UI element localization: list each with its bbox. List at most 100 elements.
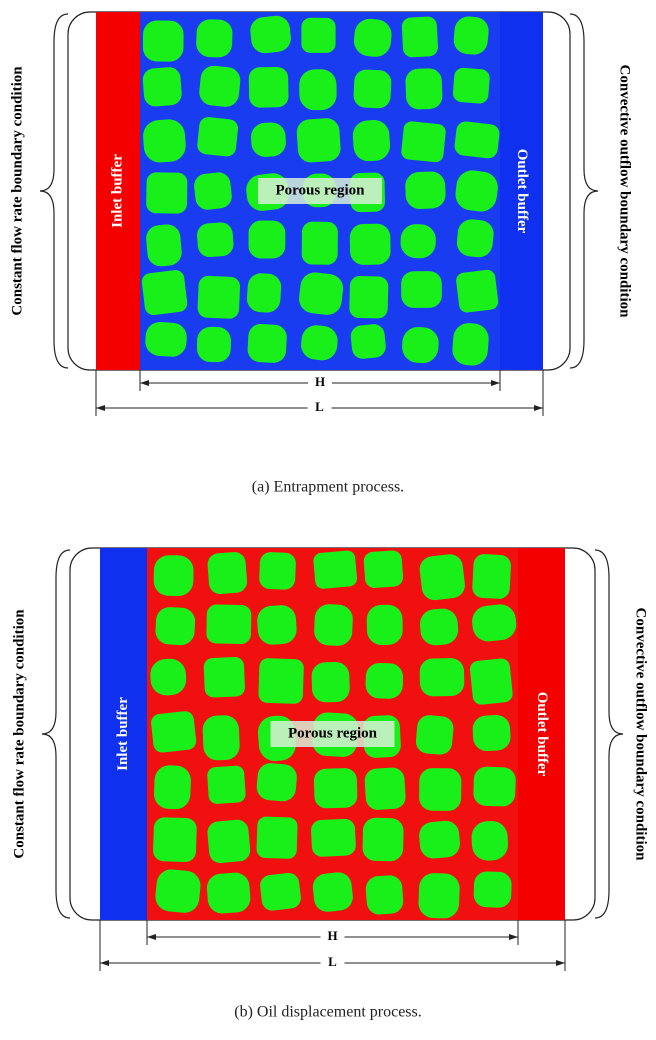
grain <box>155 606 196 646</box>
grain <box>418 873 460 919</box>
right-brace <box>595 550 623 918</box>
grain <box>247 323 287 363</box>
grain <box>473 766 516 807</box>
inlet-label: Inlet buffer <box>115 697 131 771</box>
grain <box>366 604 403 645</box>
grain <box>452 67 490 104</box>
grain <box>203 657 245 698</box>
grain <box>299 69 337 110</box>
grain <box>314 768 358 809</box>
h-dimension-arrow-right <box>509 934 518 940</box>
inlet-label: Inlet buffer <box>109 154 125 228</box>
grain <box>350 224 391 265</box>
grain <box>296 117 341 163</box>
grain <box>197 276 240 320</box>
grain <box>301 18 335 53</box>
grain <box>352 119 391 162</box>
l-dimension-label: L <box>315 399 324 414</box>
caption: (b) Oil displacement process. <box>234 1004 422 1021</box>
grain <box>364 767 406 811</box>
grain <box>311 871 354 913</box>
grain <box>353 69 392 109</box>
figure: Porous region Inlet buffer Outlet buffer Co… <box>0 0 656 1040</box>
grain <box>362 818 403 862</box>
left-brace <box>40 14 68 368</box>
grain <box>141 269 188 316</box>
l-dimension-arrow-right <box>556 960 565 966</box>
grain <box>350 323 387 360</box>
grain <box>142 66 183 107</box>
grain <box>420 658 465 697</box>
grain <box>202 715 240 761</box>
grain <box>150 710 197 753</box>
grain <box>401 271 442 308</box>
grain <box>405 68 443 110</box>
grain <box>401 121 447 163</box>
grain <box>250 122 286 158</box>
grain <box>149 658 187 696</box>
grain <box>256 762 298 802</box>
right-label: Convective outflow boundary condition <box>617 65 633 319</box>
grain <box>311 818 357 857</box>
grain <box>456 218 495 258</box>
right-label: Convective outflow boundary condition <box>633 608 649 862</box>
porous-label: Porous region <box>275 182 365 198</box>
grain <box>259 552 297 590</box>
grain <box>146 172 187 214</box>
h-dimension-label: H <box>315 374 325 389</box>
grain <box>455 269 499 313</box>
grain <box>473 871 512 908</box>
grain <box>143 20 184 61</box>
grain <box>153 765 191 810</box>
grain <box>418 553 466 602</box>
grain <box>415 714 455 755</box>
grain <box>419 608 459 647</box>
l-dimension-arrow-left <box>100 960 109 966</box>
grain <box>198 65 242 109</box>
caption: (a) Entrapment process. <box>252 479 404 496</box>
grain <box>207 765 246 804</box>
grain <box>246 272 282 313</box>
grain <box>469 658 513 706</box>
grain <box>206 872 252 915</box>
grain <box>452 15 489 56</box>
grain <box>471 820 509 861</box>
grain <box>207 551 248 595</box>
grain <box>314 604 354 647</box>
h-dimension-label: H <box>327 928 337 943</box>
grain <box>365 875 404 916</box>
grain <box>313 550 358 590</box>
grain <box>197 327 231 363</box>
outlet-label: Outlet buffer <box>534 692 550 777</box>
grain <box>154 868 202 914</box>
grain <box>256 604 297 645</box>
grain <box>145 223 183 267</box>
grain <box>196 116 238 157</box>
grain <box>365 663 403 699</box>
grain <box>311 662 350 703</box>
grain <box>142 118 187 163</box>
left-label: Constant flow rate boundary condition <box>9 66 25 316</box>
grain <box>193 171 233 211</box>
grain <box>405 171 446 210</box>
grain <box>256 816 298 859</box>
grain <box>153 817 197 862</box>
grain <box>196 19 233 58</box>
grain <box>196 222 234 258</box>
outlet-label: Outlet buffer <box>514 149 530 234</box>
grain <box>259 872 302 912</box>
left-brace <box>42 550 70 918</box>
grain <box>249 14 292 54</box>
grain <box>349 276 388 319</box>
grain <box>363 550 404 589</box>
l-dimension-label: L <box>328 954 337 969</box>
grain <box>451 322 489 367</box>
grain <box>418 820 461 860</box>
h-dimension-arrow-left <box>140 380 149 386</box>
grain <box>419 768 462 811</box>
h-dimension-arrow-left <box>147 934 156 940</box>
page: Porous region Inlet buffer Outlet buffer Co… <box>0 0 656 1040</box>
grain <box>153 555 193 596</box>
porous-label: Porous region <box>288 725 378 741</box>
grain <box>297 271 344 317</box>
